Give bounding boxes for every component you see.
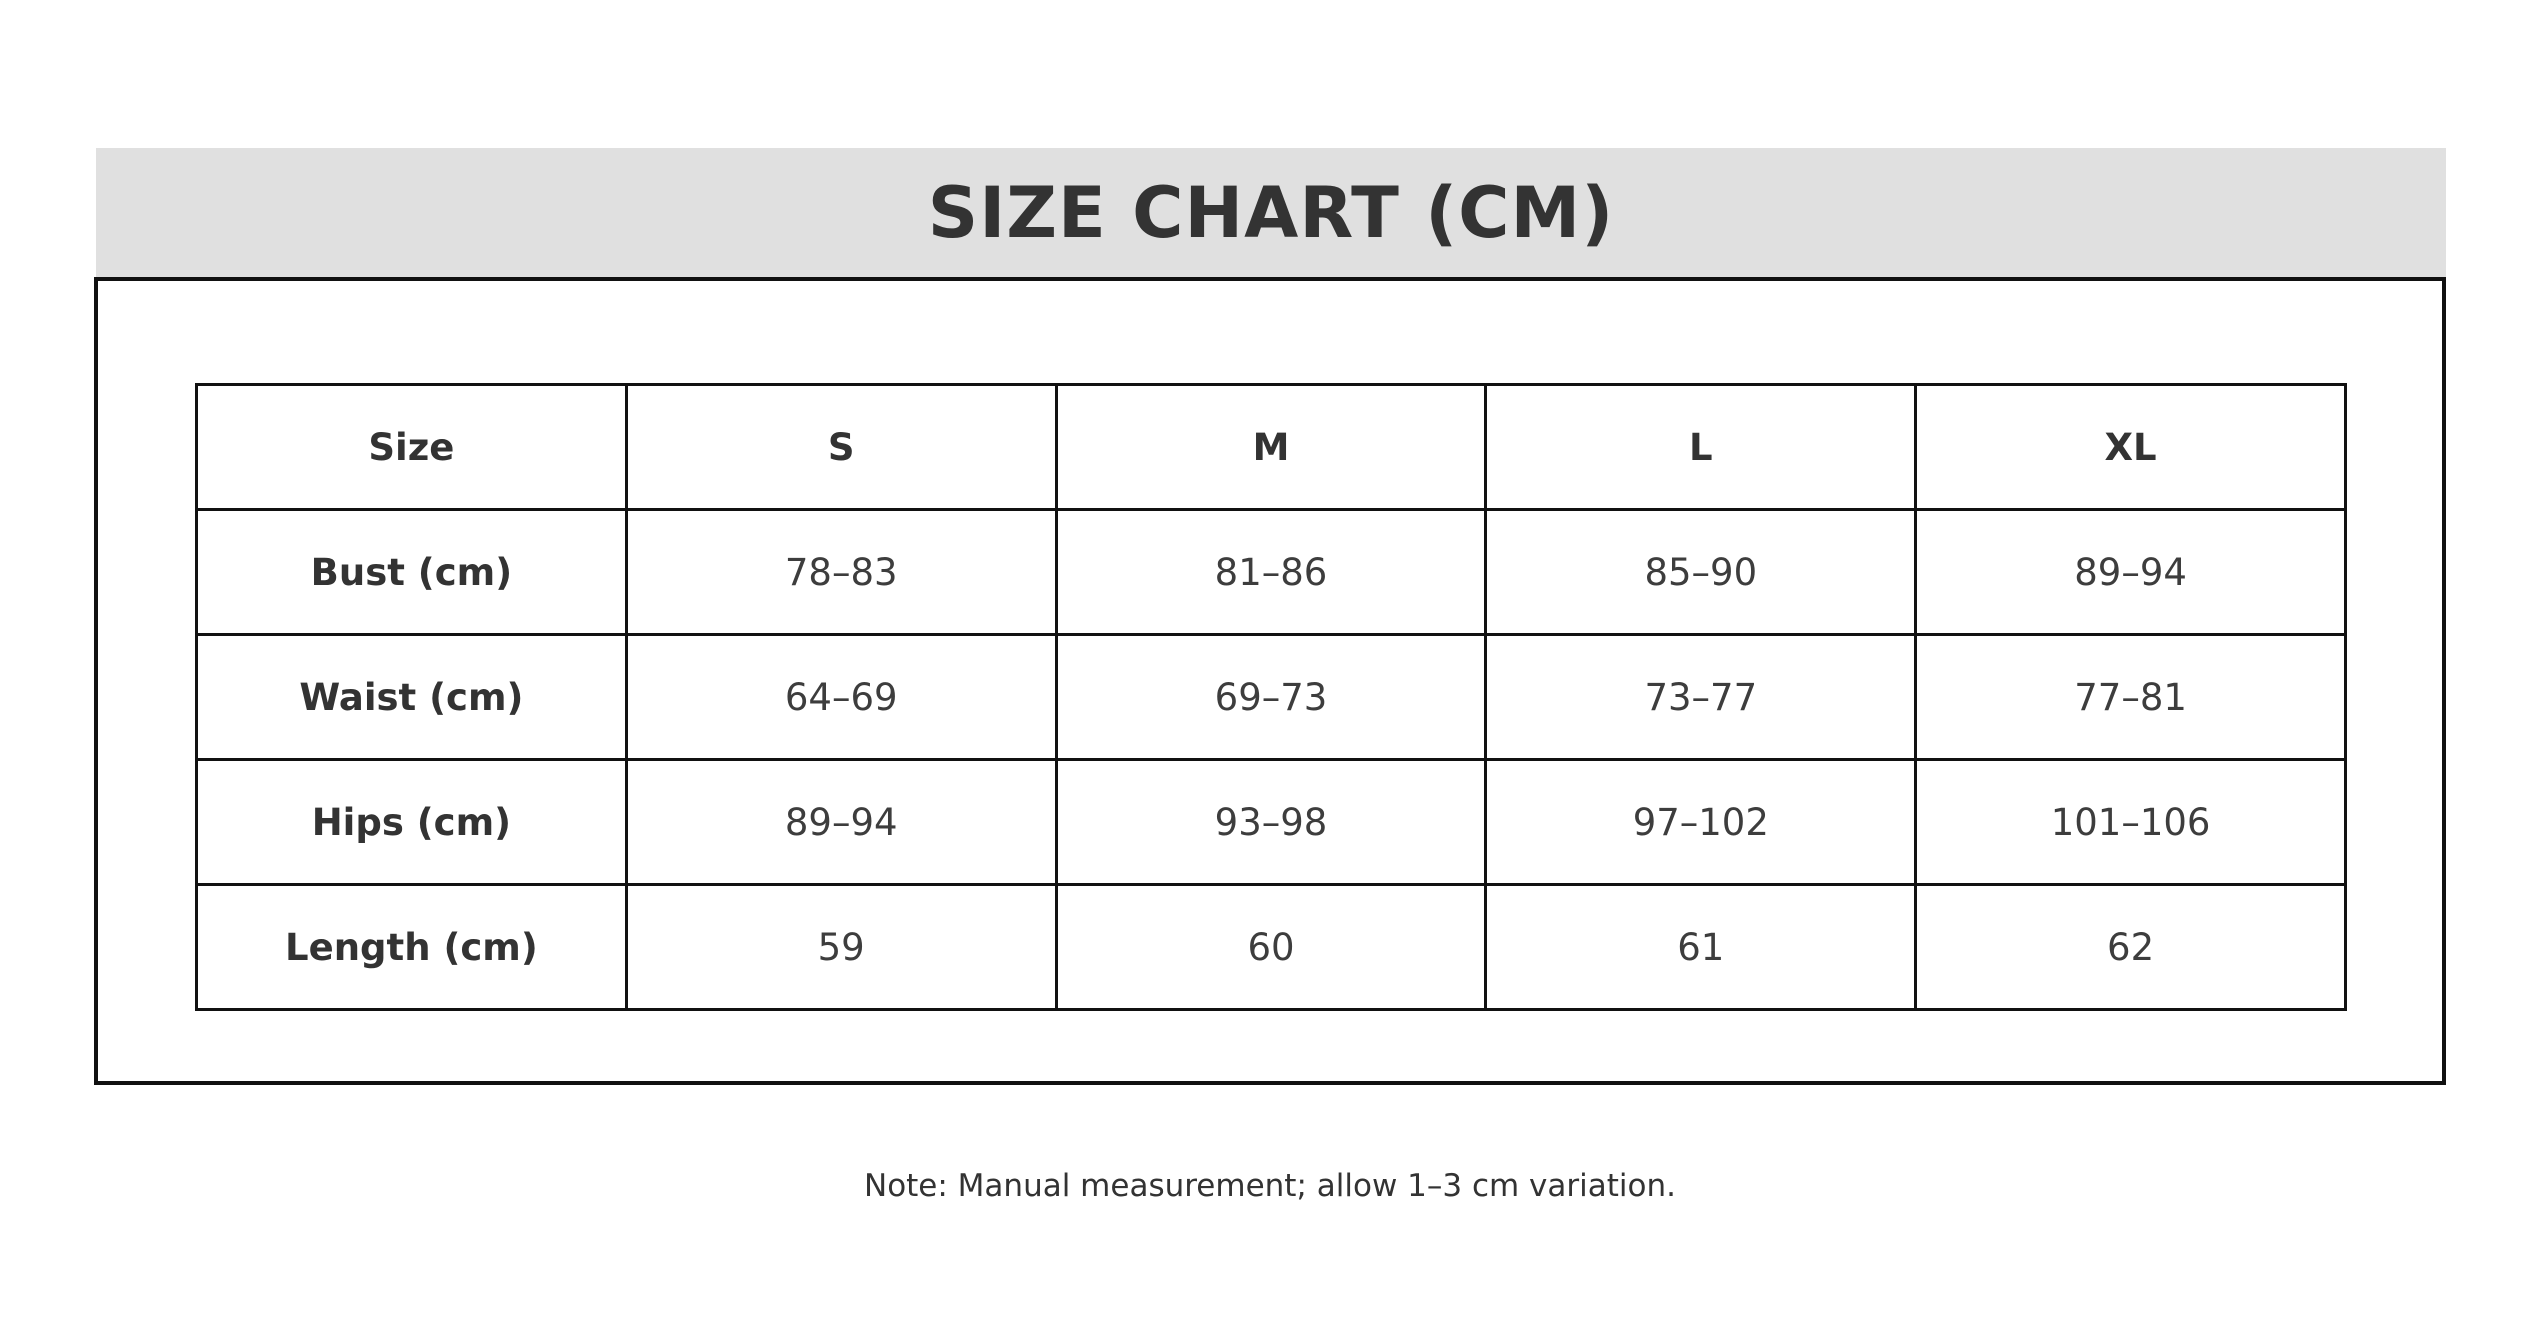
measurement-note: Note: Manual measurement; allow 1–3 cm v… (864, 1168, 1676, 1204)
header-cell-s: S (624, 383, 1058, 511)
table-row-length: Length (cm) 59 60 61 62 (195, 883, 2347, 1011)
value-cell-length-l: 61 (1484, 883, 1918, 1011)
title-band: SIZE CHART (CM) (96, 148, 2446, 277)
row-label-waist: Waist (cm) (195, 633, 628, 761)
value-cell-hips-m: 93–98 (1054, 758, 1488, 886)
size-chart-table: Size S M L XL Bust (cm) 78–83 81–86 85–9… (195, 383, 2347, 1011)
value-cell-hips-l: 97–102 (1484, 758, 1918, 886)
row-label-hips: Hips (cm) (195, 758, 628, 886)
value-cell-bust-s: 78–83 (624, 508, 1058, 636)
row-label-length: Length (cm) (195, 883, 628, 1011)
header-cell-l: L (1484, 383, 1918, 511)
value-cell-length-xl: 62 (1914, 883, 2347, 1011)
header-row: Size S M L XL (195, 383, 2347, 511)
value-cell-hips-s: 89–94 (624, 758, 1058, 886)
value-cell-bust-m: 81–86 (1054, 508, 1488, 636)
header-cell-m: M (1054, 383, 1488, 511)
table-row-waist: Waist (cm) 64–69 69–73 73–77 77–81 (195, 633, 2347, 761)
value-cell-waist-xl: 77–81 (1914, 633, 2347, 761)
table-body: Bust (cm) 78–83 81–86 85–90 89–94 Waist … (195, 508, 2347, 1011)
page-title: SIZE CHART (CM) (927, 171, 1615, 254)
value-cell-length-m: 60 (1054, 883, 1488, 1011)
table-row-hips: Hips (cm) 89–94 93–98 97–102 101–106 (195, 758, 2347, 886)
value-cell-length-s: 59 (624, 883, 1058, 1011)
value-cell-bust-l: 85–90 (1484, 508, 1918, 636)
value-cell-waist-m: 69–73 (1054, 633, 1488, 761)
row-label-bust: Bust (cm) (195, 508, 628, 636)
value-cell-waist-s: 64–69 (624, 633, 1058, 761)
value-cell-waist-l: 73–77 (1484, 633, 1918, 761)
value-cell-hips-xl: 101–106 (1914, 758, 2347, 886)
table-header: Size S M L XL (195, 383, 2347, 511)
table-row-bust: Bust (cm) 78–83 81–86 85–90 89–94 (195, 508, 2347, 636)
header-cell-xl: XL (1914, 383, 2347, 511)
header-cell-size: Size (195, 383, 628, 511)
value-cell-bust-xl: 89–94 (1914, 508, 2347, 636)
